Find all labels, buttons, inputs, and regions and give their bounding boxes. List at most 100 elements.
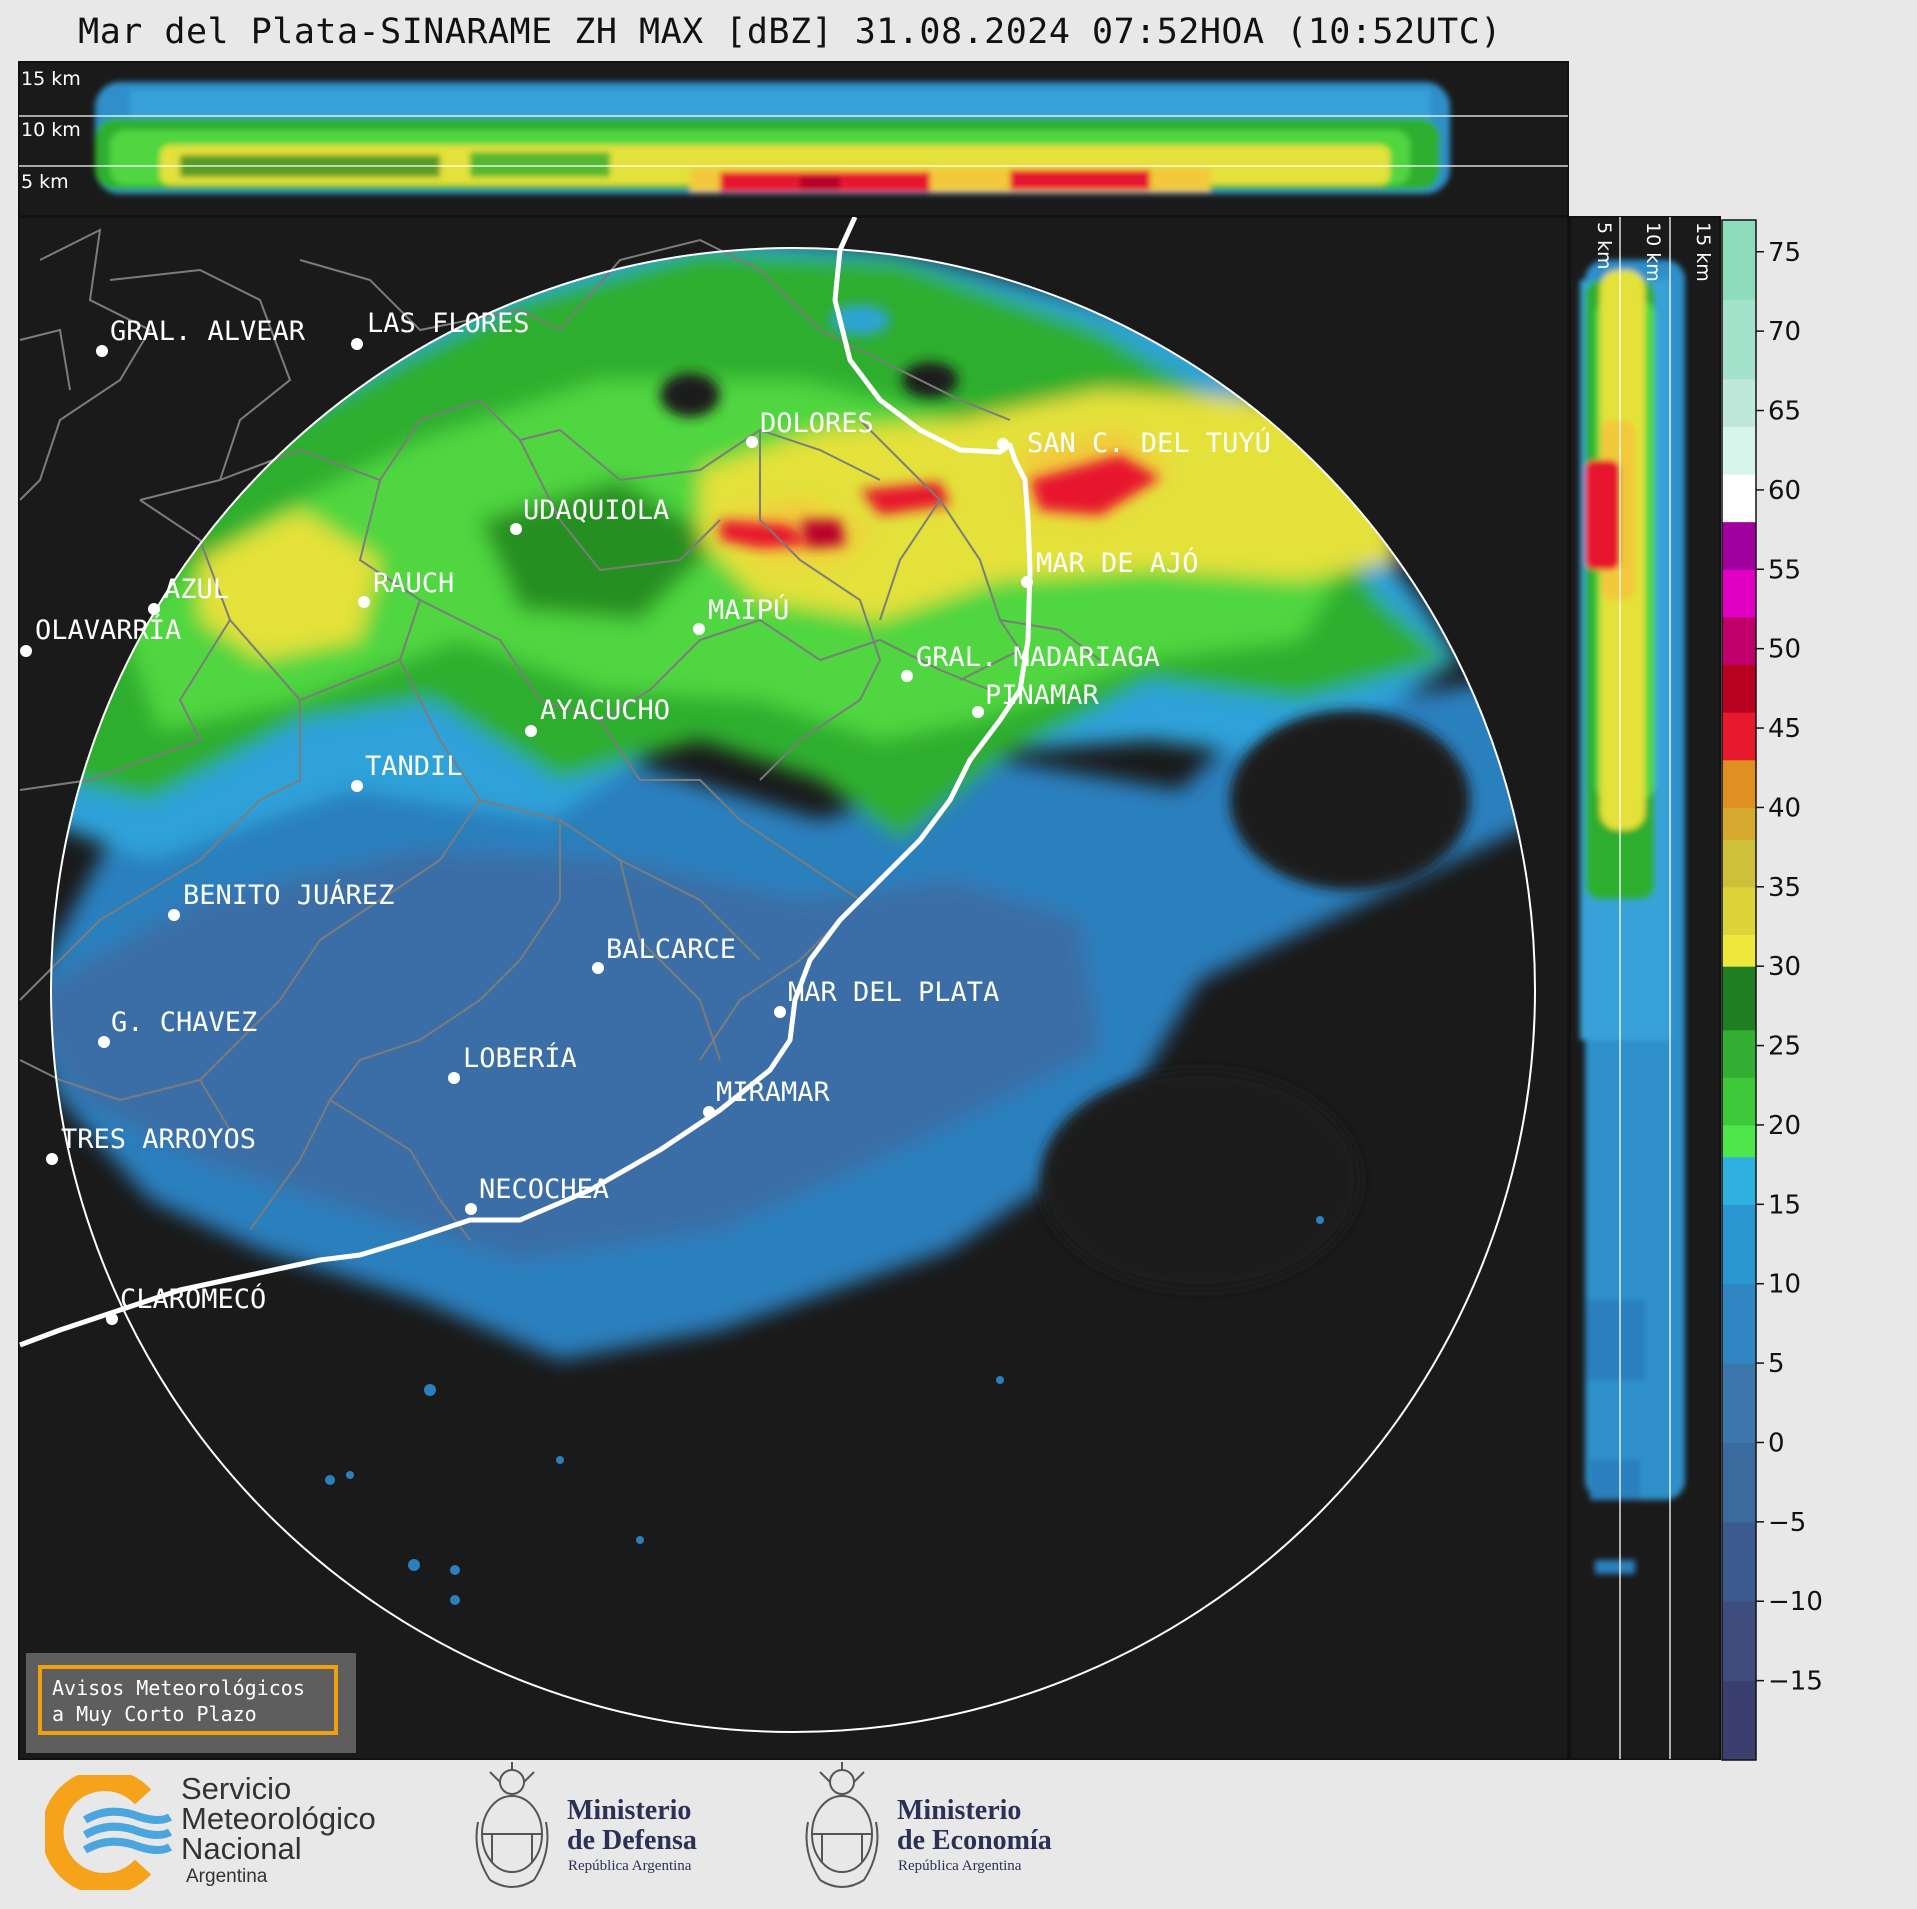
colorbar-band-21 xyxy=(1722,521,1756,570)
city-label: GRAL. MADARIAGA xyxy=(916,642,1160,673)
colorbar-band-4 xyxy=(1722,1363,1756,1443)
city-dot xyxy=(746,436,758,448)
city-markers: GRAL. ALVEAR LAS FLORES DOLORES SAN C. DEL … xyxy=(20,308,1271,1325)
city-label: MIRAMAR xyxy=(716,1077,831,1108)
side-alt-label-10km: 10 km xyxy=(1642,222,1664,282)
economia-title: Ministerio de Economía xyxy=(897,1796,1052,1856)
city-label: PINAMAR xyxy=(985,680,1100,711)
coastline xyxy=(19,217,1033,1348)
colorbar-band-25 xyxy=(1722,299,1756,380)
coat-of-arms-defensa-icon xyxy=(475,1762,549,1888)
colorbar-band-23 xyxy=(1722,426,1756,475)
city-dot xyxy=(693,623,705,635)
city-dot xyxy=(901,670,913,682)
city-label: DOLORES xyxy=(760,408,874,439)
defensa-subtitle: República Argentina xyxy=(568,1858,692,1874)
city-label: G. CHAVEZ xyxy=(111,1007,257,1038)
district-borders xyxy=(19,228,1101,1241)
city-dot xyxy=(106,1313,118,1325)
colorbar-tick-label: 50 xyxy=(1768,635,1801,665)
range-ring xyxy=(50,247,1536,1733)
colorbar-band-14 xyxy=(1722,839,1756,888)
alt-label-15km: 15 km xyxy=(21,68,81,90)
city-dot xyxy=(525,725,537,737)
colorbar-band-7 xyxy=(1722,1156,1756,1205)
city-label: AZUL xyxy=(164,574,229,605)
colorbar-tick-label: 0 xyxy=(1768,1428,1785,1458)
city-dot xyxy=(774,1006,786,1018)
main-map: GRAL. ALVEAR LAS FLORES DOLORES SAN C. DEL … xyxy=(18,216,1569,1760)
side-alt-label-15km: 15 km xyxy=(1692,222,1714,282)
colorbar-band-17 xyxy=(1722,712,1756,761)
smn-line3: Nacional xyxy=(181,1831,302,1866)
city-dot xyxy=(510,523,522,535)
defensa-line2: de Defensa xyxy=(567,1825,697,1856)
colorbar-band-15 xyxy=(1722,807,1756,840)
colorbar-band-22 xyxy=(1722,474,1756,523)
city-label: BENITO JUÁREZ xyxy=(183,879,394,911)
defensa-line1: Ministerio xyxy=(567,1795,692,1826)
colorbar-band-16 xyxy=(1722,759,1756,808)
colorbar-band-1 xyxy=(1722,1601,1756,1682)
city-label: RAUCH xyxy=(373,568,454,599)
smn-line2: Meteorológico xyxy=(181,1801,376,1836)
city-dot xyxy=(351,780,363,792)
colorbar-band-5 xyxy=(1722,1283,1756,1364)
colorbar-tick-label: −15 xyxy=(1768,1667,1823,1697)
city-label: LOBERÍA xyxy=(463,1042,577,1074)
colorbar-tick-label: −5 xyxy=(1768,1508,1806,1538)
city-dot xyxy=(148,603,160,615)
city-dot xyxy=(592,962,604,974)
city-dot xyxy=(703,1106,715,1118)
colorbar-band-11 xyxy=(1722,966,1756,1031)
top-cross-section: 15 km 10 km 5 km xyxy=(18,61,1569,217)
city-label: MAIPÚ xyxy=(708,594,789,626)
city-label: BALCARCE xyxy=(606,934,736,965)
city-label: OLAVARRÍA xyxy=(35,614,181,646)
smn-country: Argentina xyxy=(186,1866,268,1887)
city-label: CLAROMECÓ xyxy=(120,1283,266,1315)
city-dot xyxy=(20,645,32,657)
colorbar-tick-label: 15 xyxy=(1768,1190,1801,1220)
city-label: UDAQUIOLA xyxy=(523,495,669,526)
colorbar-band-6 xyxy=(1722,1204,1756,1285)
colorbar-tick-label: 55 xyxy=(1768,555,1801,585)
city-dot xyxy=(972,706,984,718)
colorbar-tick-label: 5 xyxy=(1768,1349,1785,1379)
colorbar-tick-label: 30 xyxy=(1768,952,1801,982)
defensa-title: Ministerio de Defensa xyxy=(567,1796,697,1856)
side-cross-section: 5 km 10 km 15 km xyxy=(1569,216,1721,1760)
smn-logo-icon xyxy=(45,1775,173,1890)
city-dot xyxy=(358,596,370,608)
alt-label-10km: 10 km xyxy=(21,119,81,141)
city-label: GRAL. ALVEAR xyxy=(110,316,306,347)
city-label: AYACUCHO xyxy=(540,695,670,726)
colorbar-tick-label: 40 xyxy=(1768,793,1801,823)
city-label: MAR DE AJÓ xyxy=(1036,547,1199,579)
colorbar-band-20 xyxy=(1722,569,1756,618)
colorbar-tick-label: 35 xyxy=(1768,873,1801,903)
map-title: Mar del Plata-SINARAME ZH MAX [dBZ] 31.0… xyxy=(78,12,1502,52)
colorbar-tick-label: 10 xyxy=(1768,1270,1801,1300)
smn-line1: Servicio xyxy=(181,1771,292,1806)
economia-subtitle: República Argentina xyxy=(898,1858,1022,1874)
colorbar-band-0 xyxy=(1722,1680,1756,1761)
city-label: SAN C. DEL TUYÚ xyxy=(1027,427,1271,459)
colorbar-band-10 xyxy=(1722,1029,1756,1078)
colorbar-tick-label: 25 xyxy=(1768,1032,1801,1062)
colorbar-tick-label: −10 xyxy=(1768,1587,1823,1617)
coat-of-arms-economia-icon xyxy=(805,1762,879,1888)
colorbar-tick-label: 20 xyxy=(1768,1111,1801,1141)
colorbar-band-3 xyxy=(1722,1442,1756,1523)
city-label: MAR DEL PLATA xyxy=(788,977,999,1008)
colorbar-band-12 xyxy=(1722,934,1756,967)
avisos-button[interactable]: Avisos Meteorológicos a Muy Corto Plazo xyxy=(26,1653,356,1753)
colorbar-band-9 xyxy=(1722,1077,1756,1126)
city-dot xyxy=(98,1036,110,1048)
alt-label-5km: 5 km xyxy=(21,171,69,193)
colorbar-band-24 xyxy=(1722,378,1756,427)
city-dot xyxy=(46,1153,58,1165)
economia-line2: de Economía xyxy=(897,1825,1052,1856)
colorbar-band-19 xyxy=(1722,616,1756,666)
side-alt-label-5km: 5 km xyxy=(1593,222,1615,270)
